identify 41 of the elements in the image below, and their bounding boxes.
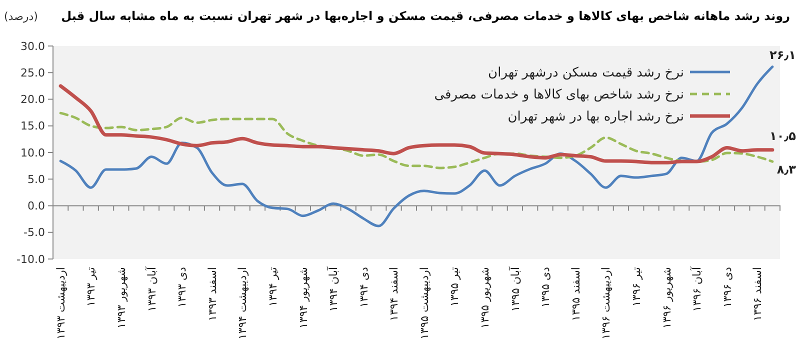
legend-label: نرخ رشد شاخص بهای کالاها و خدمات مصرفی xyxy=(434,88,684,103)
x-tick-label: اردیبهشت ۱۳۹۴ xyxy=(236,267,250,340)
y-tick-label: 0.0 xyxy=(28,200,45,213)
x-tick-label: دی ۱۳۹۵ xyxy=(539,266,552,308)
y-tick-label: 25.0 xyxy=(20,66,45,80)
y-tick-label: 5.0 xyxy=(28,172,45,186)
x-tick-label: دی ۱۳۹۳ xyxy=(176,266,189,308)
chart-title: روند رشد ماهانه شاخص بهای کالاها و خدمات مصرفی، قیمت مسکن و اجاره‌بها در شهر تهران نسبت به ماه مشابه سال قبل xyxy=(61,9,790,23)
x-tick-label: اسفند ۱۳۹۴ xyxy=(388,267,401,322)
x-tick-label: اسفند ۱۳۹۶ xyxy=(751,267,764,322)
x-tick-label: شهریور ۱۳۹۶ xyxy=(660,267,674,329)
x-tick-label: شهریور ۱۳۹۴ xyxy=(296,267,310,329)
annotation: ۱۰٫۵ xyxy=(770,128,796,143)
x-tick-label: دی ۱۳۹۶ xyxy=(720,266,734,308)
x-tick-label: آبان ۱۳۹۳ xyxy=(144,266,158,312)
x-tick-label: آبان ۱۳۹۴ xyxy=(326,266,340,312)
x-tick-label: اردیبهشت ۱۳۹۳ xyxy=(54,267,68,340)
x-tick-label: دی ۱۳۹۴ xyxy=(357,266,370,308)
annotation: ۸٫۳ xyxy=(776,162,797,177)
y-tick-label: -10.0 xyxy=(16,252,45,266)
legend-label: نرخ رشد اجاره بها در شهر تهران xyxy=(508,110,684,125)
x-tick-label: اردیبهشت ۱۳۹۵ xyxy=(418,267,431,340)
x-tick-label: اردیبهشت ۱۳۹۶ xyxy=(600,267,613,340)
y-tick-label: 15.0 xyxy=(20,120,45,133)
y-tick-label: 30.0 xyxy=(20,40,45,53)
x-tick-label: تیر ۱۳۹۶ xyxy=(630,267,643,307)
x-tick-label: تیر ۱۳۹۴ xyxy=(266,267,280,307)
x-tick-label: اسفند ۱۳۹۳ xyxy=(206,267,219,322)
x-tick-label: آبان ۱۳۹۵ xyxy=(508,266,522,312)
y-tick-label: 20.0 xyxy=(20,93,45,106)
x-tick-label: آبان ۱۳۹۶ xyxy=(690,266,704,312)
y-tick-label: 10.0 xyxy=(20,146,45,160)
x-tick-label: اسفند ۱۳۹۵ xyxy=(569,267,582,322)
annotation: ۲۶٫۱ xyxy=(770,48,796,62)
legend-label: نرخ رشد قیمت مسکن درشهر تهران xyxy=(488,66,684,81)
x-tick-label: تیر ۱۳۹۳ xyxy=(84,267,98,307)
x-tick-label: شهریور ۱۳۹۵ xyxy=(478,267,492,329)
x-tick-label: تیر ۱۳۹۵ xyxy=(448,267,462,307)
y-tick-label: -5.0 xyxy=(24,226,45,240)
x-tick-label: شهریور ۱۳۹۳ xyxy=(115,267,128,329)
y-axis-title: (درصد) xyxy=(4,10,38,23)
